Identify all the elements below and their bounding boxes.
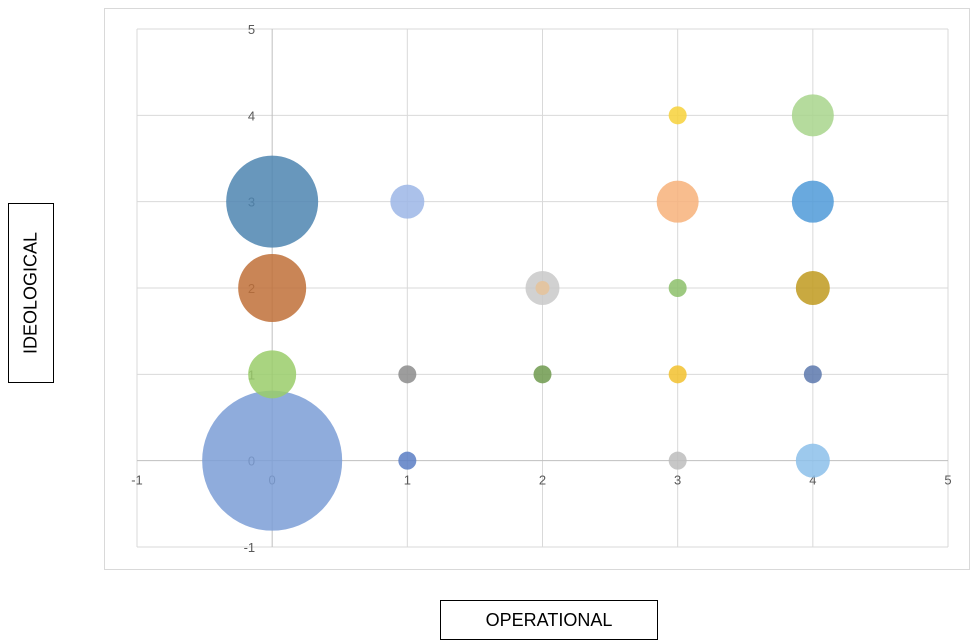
x-tick-label: -1 xyxy=(131,473,143,488)
bubble-point xyxy=(248,350,297,399)
x-tick-label: 4 xyxy=(809,473,816,488)
x-tick-label: 2 xyxy=(539,473,546,488)
bubbles xyxy=(202,94,834,531)
y-axis-title-text: IDEOLOGICAL xyxy=(20,231,41,355)
y-axis-title: IDEOLOGICAL xyxy=(8,203,54,383)
bubble-point xyxy=(535,281,550,295)
bubble-point xyxy=(533,365,552,384)
bubble-point xyxy=(795,271,830,305)
x-axis-title: OPERATIONAL xyxy=(440,600,658,640)
bubble-point xyxy=(226,155,319,248)
bubble-point xyxy=(791,180,834,223)
y-tick-label: -1 xyxy=(244,540,256,555)
bubble-point xyxy=(668,451,687,470)
y-tick-label: 4 xyxy=(248,108,255,123)
bubble-point xyxy=(398,451,417,470)
chart-area xyxy=(104,8,970,570)
bubble-point xyxy=(668,106,687,125)
bubble-point xyxy=(398,365,417,384)
bubble-point xyxy=(202,390,343,531)
bubble-point xyxy=(238,254,307,322)
bubble-point xyxy=(795,443,830,478)
bubble-point xyxy=(668,279,687,297)
x-tick-label: 1 xyxy=(404,473,411,488)
bubble-point xyxy=(656,180,699,223)
x-tick-label: 5 xyxy=(944,473,951,488)
bubble-point xyxy=(803,365,822,384)
x-tick-label: 3 xyxy=(674,473,681,488)
bubble-point xyxy=(791,94,834,137)
bubble-point xyxy=(668,365,687,384)
y-tick-label: 5 xyxy=(248,22,255,37)
bubble-point xyxy=(390,184,425,219)
